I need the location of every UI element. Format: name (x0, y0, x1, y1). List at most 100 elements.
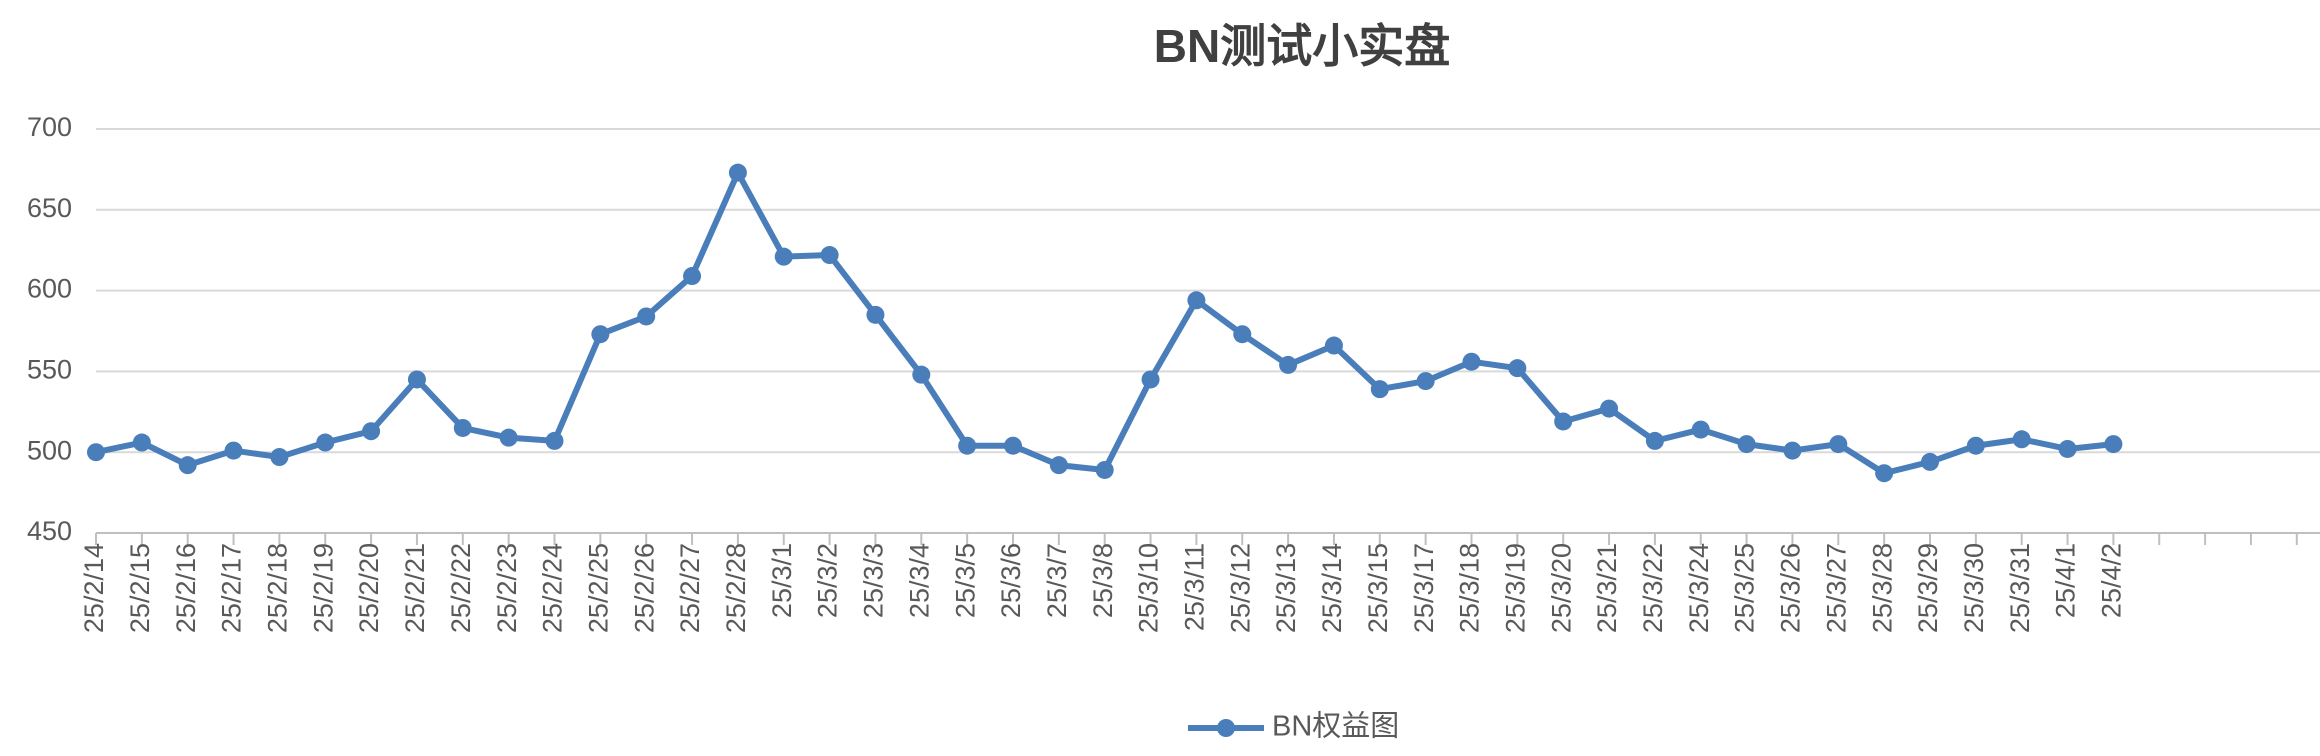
data-point (820, 246, 839, 265)
x-tick-label: 25/2/15 (125, 543, 155, 633)
x-tick-label: 25/2/27 (675, 543, 705, 633)
data-point (1462, 352, 1481, 371)
x-tick-label: 25/3/4 (904, 543, 934, 618)
data-point (407, 370, 426, 389)
x-tick-label: 25/3/3 (859, 543, 889, 618)
x-tick-label: 25/4/1 (2051, 543, 2081, 618)
data-point (1966, 436, 1985, 455)
data-point (1324, 336, 1343, 355)
data-point (453, 418, 472, 437)
data-point (132, 433, 151, 452)
data-point (1095, 460, 1114, 479)
x-tick-label: 25/3/5 (950, 543, 980, 618)
data-point (87, 443, 105, 462)
data-point (2104, 435, 2123, 454)
x-tick-label: 25/3/31 (2005, 543, 2035, 633)
x-tick-label: 25/2/14 (79, 543, 109, 633)
x-tick-label: 25/2/28 (721, 543, 751, 633)
x-tick-label: 25/3/25 (1730, 543, 1760, 633)
data-point (637, 307, 656, 326)
x-tick-label: 25/3/15 (1363, 543, 1393, 633)
x-tick-label: 25/2/18 (263, 543, 293, 633)
x-tick-label: 25/3/10 (1134, 543, 1164, 633)
x-tick-label: 25/3/1 (767, 543, 797, 618)
data-point (1049, 456, 1068, 475)
chart-title: BN测试小实盘 (1154, 20, 1450, 72)
x-tick-label: 25/3/14 (1317, 543, 1347, 633)
data-point (591, 325, 610, 344)
x-tick-label: 25/2/25 (583, 543, 613, 633)
data-point (1645, 431, 1664, 450)
data-point (2012, 430, 2031, 449)
data-point (912, 365, 931, 384)
data-point (499, 428, 518, 447)
x-tick-label: 25/2/16 (171, 543, 201, 633)
x-tick-label: 25/3/28 (1867, 543, 1897, 633)
x-tick-label: 25/3/19 (1500, 543, 1530, 633)
x-tick-label: 25/2/19 (308, 543, 338, 633)
y-tick-label: 700 (27, 112, 72, 142)
data-point (958, 436, 977, 455)
x-tick-label: 25/4/2 (2097, 543, 2127, 618)
x-tick-label: 25/3/20 (1546, 543, 1576, 633)
data-point (1783, 441, 1802, 460)
data-point (362, 422, 381, 441)
x-tick-label: 25/2/17 (217, 543, 247, 633)
data-point (1600, 399, 1619, 418)
x-tick-label: 25/2/21 (400, 543, 430, 633)
x-tick-label: 25/3/22 (1638, 543, 1668, 633)
y-tick-label: 500 (27, 435, 72, 465)
y-tick-label: 650 (27, 193, 72, 223)
series-line (95, 169, 2114, 477)
x-tick-label: 25/2/24 (538, 543, 568, 633)
legend-marker (1217, 719, 1235, 737)
data-point (1554, 412, 1573, 431)
x-tick-label: 25/2/26 (629, 543, 659, 633)
data-point (1187, 291, 1206, 310)
x-tick-label: 25/3/12 (1225, 543, 1255, 633)
data-point (270, 448, 289, 467)
data-point (1416, 372, 1435, 391)
x-tick-label: 25/3/8 (1088, 543, 1118, 618)
data-point (1691, 420, 1710, 439)
data-point (1875, 464, 1894, 483)
x-tick-label: 25/3/6 (996, 543, 1026, 618)
data-point (683, 267, 702, 286)
x-tick-label: 25/3/18 (1455, 543, 1485, 633)
data-point (224, 441, 243, 460)
x-tick-label: 25/3/2 (813, 543, 843, 618)
x-tick-label: 25/3/29 (1913, 543, 1943, 633)
legend-label: BN权益图 (1272, 710, 1399, 743)
y-tick-label: 550 (27, 355, 72, 385)
data-point (1233, 325, 1252, 344)
x-tick-label: 25/3/24 (1684, 543, 1714, 633)
data-point (774, 247, 793, 266)
data-point (1279, 355, 1298, 374)
data-point (1829, 435, 1848, 454)
data-point (545, 431, 564, 450)
x-tick-label: 25/2/20 (354, 543, 384, 633)
data-point (1004, 436, 1022, 455)
data-point (1141, 370, 1160, 389)
x-tick-label: 25/3/21 (1592, 543, 1622, 633)
y-tick-label: 600 (27, 274, 72, 304)
x-tick-label: 25/3/27 (1821, 543, 1851, 633)
x-tick-label: 25/3/7 (1042, 543, 1072, 618)
x-tick-label: 25/2/23 (492, 543, 522, 633)
data-point (1370, 380, 1389, 399)
x-tick-label: 25/3/11 (1180, 543, 1210, 631)
x-tick-label: 25/3/17 (1409, 543, 1439, 633)
data-point (1737, 435, 1756, 454)
data-point (316, 433, 335, 452)
data-point (1921, 452, 1939, 471)
x-tick-label: 25/3/30 (1959, 543, 1989, 633)
data-point (1508, 359, 1527, 378)
data-point (866, 305, 885, 324)
data-point (2058, 439, 2077, 458)
x-tick-label: 25/3/13 (1271, 543, 1301, 633)
data-point (728, 163, 747, 182)
x-tick-label: 25/3/26 (1776, 543, 1806, 633)
x-tick-label: 25/2/22 (446, 543, 476, 633)
data-point (178, 456, 197, 475)
